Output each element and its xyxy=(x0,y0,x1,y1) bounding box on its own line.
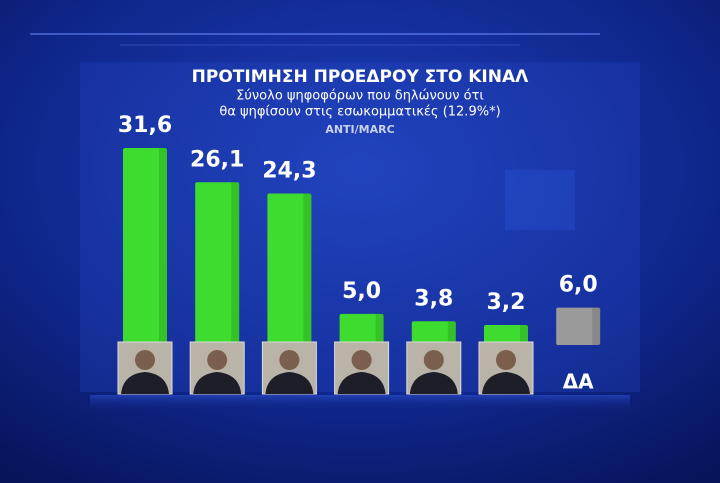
bar-shade xyxy=(375,313,384,345)
bar-shade xyxy=(159,148,167,345)
bar xyxy=(123,148,167,345)
bar-shade xyxy=(520,325,528,345)
bar xyxy=(484,325,528,345)
photo-head xyxy=(351,350,372,370)
value-label: 6,0 xyxy=(559,273,598,298)
photo-body xyxy=(121,372,169,394)
photo-body xyxy=(482,372,530,394)
floor xyxy=(90,395,630,413)
photo-head xyxy=(279,350,300,370)
photo-body xyxy=(265,372,314,394)
bar xyxy=(556,307,601,345)
bar-shade xyxy=(303,193,312,345)
bar xyxy=(267,193,312,345)
photo-body xyxy=(409,372,458,394)
bar xyxy=(339,313,384,345)
value-label: 24,3 xyxy=(262,159,316,184)
bar-shade xyxy=(592,307,601,345)
photo-head xyxy=(207,350,228,370)
bar-shade xyxy=(231,182,240,345)
subtitle: θα ψηφίσουν στις εσωκομματικές (12.9%*) xyxy=(219,105,500,120)
subtitle: Σύνολο ψηφοφόρων που δηλώνουν ότι xyxy=(236,89,484,104)
photo-body xyxy=(337,372,386,394)
photo-body xyxy=(193,372,242,394)
value-label: 31,6 xyxy=(118,113,172,138)
source: ANTI/MARC xyxy=(325,123,394,136)
decor xyxy=(505,170,575,230)
value-label: 5,0 xyxy=(342,279,381,304)
chart-title: ΠΡΟΤΙΜΗΣΗ ΠΡΟΕΔΡΟΥ ΣΤΟ ΚΙΝΑΛ xyxy=(192,67,529,87)
photo-head xyxy=(135,350,155,370)
x-tick-label: ΔΑ xyxy=(563,370,594,394)
bar xyxy=(195,182,240,345)
value-label: 3,8 xyxy=(414,286,453,311)
value-label: 26,1 xyxy=(190,147,244,172)
photo-head xyxy=(423,350,444,370)
bar-shade xyxy=(447,321,456,345)
bar xyxy=(411,321,456,345)
value-label: 3,2 xyxy=(487,290,526,315)
photo-head xyxy=(496,350,516,370)
